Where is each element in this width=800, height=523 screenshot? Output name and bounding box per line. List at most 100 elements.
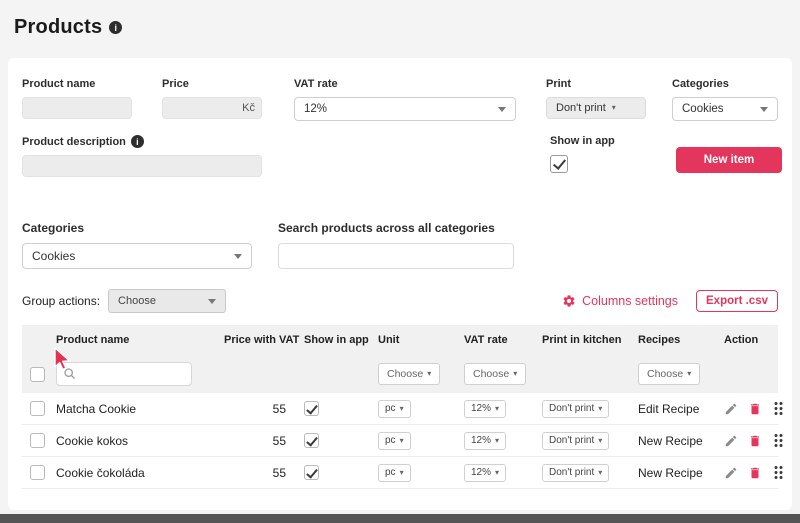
filter-categories-value: Cookies (32, 249, 76, 263)
chevron-down-icon: ▾ (399, 467, 404, 477)
col-header-recipes: Recipes (638, 334, 681, 346)
row-checkbox[interactable] (30, 433, 45, 448)
trash-icon (750, 403, 760, 414)
trash-icon (750, 435, 760, 446)
col-header-show-in-app: Show in app (304, 334, 369, 346)
chevron-down-icon: ▾ (598, 435, 603, 445)
edit-button[interactable] (724, 466, 738, 480)
chevron-down-icon: ▾ (399, 435, 404, 445)
edit-button[interactable] (724, 402, 738, 416)
show-in-app-checkbox[interactable] (304, 433, 319, 448)
delete-button[interactable] (748, 434, 762, 448)
vat-select[interactable]: 12% ▾ (464, 431, 507, 450)
price-cell: 55 (272, 433, 286, 448)
main-card: Product name Price Kč VAT rate 12% Print… (8, 58, 792, 510)
product-name-cell: Cookie kokos (56, 433, 129, 448)
row-checkbox[interactable] (30, 401, 45, 416)
print-select[interactable]: Don't print ▾ (542, 463, 610, 482)
recipe-link[interactable]: New Recipe (638, 433, 703, 448)
print-select[interactable]: Don't print ▾ (542, 399, 610, 418)
filter-categories-label: Categories (22, 221, 85, 235)
col-header-product-name: Product name (56, 334, 130, 346)
pencil-icon (725, 435, 737, 446)
columns-settings-button[interactable]: Columns settings (562, 294, 678, 308)
recipe-link[interactable]: New Recipe (638, 465, 703, 480)
chevron-down-icon (208, 298, 217, 304)
table-row: Matcha Cookie 55 pc ▾ 12% ▾ Don't print ▾ E… (22, 393, 783, 425)
price-input[interactable] (162, 97, 262, 119)
show-in-app-label: Show in app (550, 135, 615, 147)
chevron-down-icon (498, 106, 506, 112)
print-label: Print (546, 78, 572, 90)
unit-select[interactable]: pc ▾ (378, 431, 411, 450)
filter-area: Categories Cookies Search products acros… (22, 221, 778, 269)
chevron-down-icon (760, 106, 768, 112)
product-name-cell: Matcha Cookie (56, 401, 137, 416)
new-product-form-row2: Product description Show in app New item (22, 135, 782, 189)
show-in-app-checkbox[interactable] (550, 155, 568, 173)
group-actions-value: Choose (118, 295, 156, 307)
table-row: Cookie kokos 55 pc ▾ 12% ▾ Don't print ▾ Ne… (22, 425, 783, 457)
row-checkbox[interactable] (30, 465, 45, 480)
print-select[interactable]: Don't print ▾ (546, 97, 646, 119)
unit-select[interactable]: pc ▾ (378, 399, 411, 418)
chevron-down-icon: ▾ (399, 403, 404, 413)
categories-select[interactable]: Cookies (672, 97, 778, 121)
vat-rate-value: 12% (304, 103, 328, 115)
delete-button[interactable] (748, 466, 762, 480)
categories-label: Categories (672, 78, 729, 90)
vat-select[interactable]: 12% ▾ (464, 399, 507, 418)
trash-icon (750, 467, 760, 478)
select-all-checkbox[interactable] (30, 366, 45, 382)
table-filter-row: Choose ▾ Choose ▾ Choose ▾ (22, 355, 778, 393)
drag-handle[interactable] (772, 465, 784, 480)
price-label: Price (162, 78, 189, 90)
search-products-input[interactable] (278, 243, 514, 269)
chevron-down-icon (234, 253, 242, 259)
chevron-down-icon: ▾ (495, 467, 500, 477)
col-header-print-in-kitchen: Print in kitchen (542, 334, 622, 346)
product-name-input[interactable] (22, 97, 132, 119)
new-product-form-row1: Product name Price Kč VAT rate 12% Print… (22, 78, 778, 121)
delete-button[interactable] (748, 402, 762, 416)
show-in-app-checkbox[interactable] (304, 401, 319, 416)
filter-categories-select[interactable]: Cookies (22, 243, 252, 269)
export-csv-button[interactable]: Export .csv (696, 290, 778, 312)
recipe-link[interactable]: Edit Recipe (638, 401, 700, 416)
drag-handle[interactable] (772, 401, 784, 416)
table-row: Cookie čokoláda 55 pc ▾ 12% ▾ Don't print ▾… (22, 457, 783, 489)
price-cell: 55 (272, 401, 286, 416)
info-icon[interactable] (130, 135, 144, 148)
products-table: Product name Price with VAT Show in app … (22, 325, 783, 489)
table-search-input[interactable] (56, 362, 192, 386)
price-currency-suffix: Kč (242, 102, 255, 114)
price-cell: 55 (272, 465, 286, 480)
pencil-icon (725, 467, 737, 478)
vat-rate-select[interactable]: 12% (294, 97, 516, 121)
group-actions-select[interactable]: Choose (108, 289, 227, 313)
chevron-down-icon: ▾ (687, 369, 692, 378)
show-in-app-checkbox[interactable] (304, 465, 319, 480)
chevron-down-icon: ▾ (495, 403, 500, 413)
vat-select[interactable]: 12% ▾ (464, 463, 507, 482)
gear-icon (563, 295, 575, 307)
recipes-filter-select[interactable]: Choose ▾ (638, 363, 701, 385)
pencil-icon (725, 403, 737, 414)
print-value: Don't print (556, 102, 606, 114)
new-item-button[interactable]: New item (676, 147, 782, 173)
product-name-cell: Cookie čokoláda (56, 465, 145, 480)
chevron-down-icon: ▾ (427, 369, 432, 378)
chevron-down-icon: ▾ (598, 467, 603, 477)
unit-filter-select[interactable]: Choose ▾ (378, 363, 441, 385)
edit-button[interactable] (724, 434, 738, 448)
unit-select[interactable]: pc ▾ (378, 463, 411, 482)
drag-handle[interactable] (772, 433, 784, 448)
product-description-input[interactable] (22, 155, 262, 177)
window-bottom-edge (0, 514, 800, 523)
chevron-down-icon: ▾ (611, 103, 616, 112)
vat-filter-select[interactable]: Choose ▾ (464, 363, 527, 385)
page-title: Products (14, 16, 103, 38)
print-select[interactable]: Don't print ▾ (542, 431, 610, 450)
drag-dots-icon (774, 402, 783, 415)
info-icon[interactable] (109, 21, 123, 34)
